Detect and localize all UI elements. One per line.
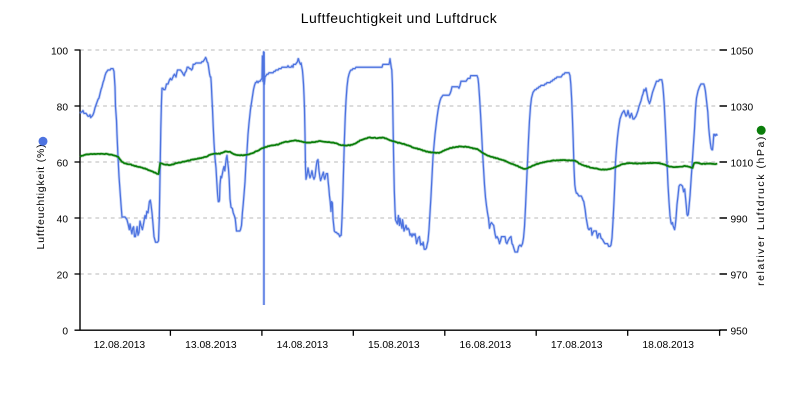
svg-text:12.08.2013: 12.08.2013 — [94, 340, 146, 351]
svg-text:1050: 1050 — [731, 47, 754, 58]
svg-text:Luftfeuchtigkeit (%): Luftfeuchtigkeit (%) — [35, 144, 47, 250]
svg-text:18.08.2013: 18.08.2013 — [642, 340, 694, 351]
svg-text:14.08.2013: 14.08.2013 — [277, 340, 329, 351]
svg-text:970: 970 — [731, 271, 748, 282]
svg-text:16.08.2013: 16.08.2013 — [460, 340, 512, 351]
svg-text:20: 20 — [57, 271, 69, 282]
svg-text:80: 80 — [57, 103, 69, 114]
svg-text:1010: 1010 — [731, 159, 754, 170]
svg-text:60: 60 — [57, 159, 69, 170]
svg-text:990: 990 — [731, 215, 748, 226]
svg-text:15.08.2013: 15.08.2013 — [368, 340, 420, 351]
svg-text:1030: 1030 — [731, 103, 754, 114]
svg-text:Luftfeuchtigkeit und Luftdruck: Luftfeuchtigkeit und Luftdruck — [301, 10, 498, 26]
svg-text:17.08.2013: 17.08.2013 — [551, 340, 603, 351]
svg-text:40: 40 — [57, 215, 69, 226]
svg-text:100: 100 — [51, 47, 68, 58]
svg-text:0: 0 — [62, 327, 68, 338]
svg-text:13.08.2013: 13.08.2013 — [185, 340, 237, 351]
svg-text:950: 950 — [731, 327, 748, 338]
svg-text:relativer Luftdruck (hPa): relativer Luftdruck (hPa) — [755, 135, 767, 286]
